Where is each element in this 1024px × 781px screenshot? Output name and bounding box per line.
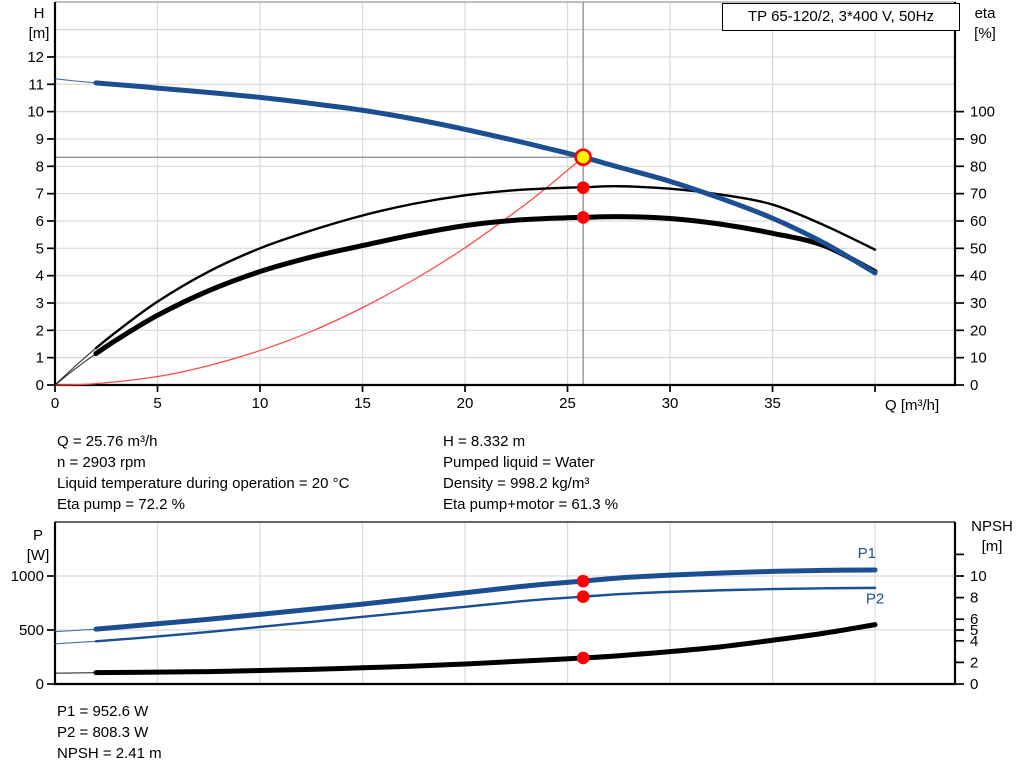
y-left-tick-label: 12 [27, 49, 44, 66]
eta-axis-label: eta [974, 5, 996, 22]
y-right-tick-label: 50 [970, 240, 987, 257]
y-left-tick-label: 9 [36, 131, 44, 148]
curve-npsh-leadin [54, 672, 97, 674]
info-line-head: H = 8.332 m [443, 433, 526, 450]
y-right-tick-label: 6 [970, 611, 978, 628]
y-right-tick-label: 5 [970, 622, 978, 639]
y-right-tick-label: 0 [970, 676, 978, 693]
curve-eta_pump [94, 185, 877, 350]
h-axis-unit: [m] [28, 25, 50, 42]
info-line-q: Q = 25.76 m³/h [57, 433, 158, 450]
y-left-tick-label: 0 [36, 676, 44, 693]
info-block-power: P1 = 952.6 W P2 = 808.3 W NPSH = 2.41 m [57, 701, 162, 764]
info-line-eta-pump: Eta pump = 72.2 % [57, 496, 185, 513]
y-left-tick-label: 4 [36, 268, 44, 285]
y-right-tick-label: 70 [970, 186, 987, 203]
y-right-tick-label: 30 [970, 295, 987, 312]
y-left-tick-label: 2 [36, 322, 44, 339]
y-right-tick-label: 4 [970, 633, 978, 650]
info-line-density: Density = 998.2 kg/m³ [443, 475, 590, 492]
p-axis-unit: [W] [26, 547, 50, 564]
info-line-pumped-liquid: Pumped liquid = Water [443, 454, 595, 471]
info-block-operating: Q = 25.76 m³/h n = 2903 rpm Liquid tempe… [57, 431, 349, 515]
x-axis-tick-label: 30 [662, 395, 679, 412]
y-right-tick-label: 20 [970, 322, 987, 339]
q-axis-title: Q [m³/h] [885, 397, 940, 414]
curve-p2-leadin [54, 640, 97, 645]
duty-value-dot [576, 590, 590, 604]
h-axis-title: H [m] [20, 4, 58, 44]
y-right-tick-label: 10 [970, 568, 987, 585]
curve-hq-leadin [54, 78, 97, 84]
y-right-tick-label: 90 [970, 131, 987, 148]
y-right-tick-label: 80 [970, 158, 987, 175]
x-axis-tick-label: 35 [764, 395, 781, 412]
duty-value-dot [576, 211, 590, 224]
x-axis-tick-label: 25 [559, 395, 576, 412]
y-left-tick-label: 500 [19, 622, 44, 639]
npsh-axis-unit: [m] [981, 538, 1003, 555]
y-right-tick-label: 100 [970, 104, 995, 121]
y-right-tick-label: 0 [970, 377, 978, 394]
duty-value-dot [576, 181, 590, 194]
duty-value-dot [576, 651, 590, 665]
info-line-p1: P1 = 952.6 W [57, 703, 149, 720]
duty-point-marker[interactable] [574, 148, 592, 167]
info-line-npsh: NPSH = 2.41 m [57, 745, 162, 762]
curve-label-P2: P2 [866, 591, 884, 608]
y-left-tick-label: 0 [36, 377, 44, 394]
y-right-tick-label: 8 [970, 590, 978, 607]
y-left-tick-label: 10 [27, 104, 44, 121]
curve-p1 [93, 567, 878, 632]
x-axis-tick-label: 10 [252, 395, 269, 412]
npsh-axis-label: NPSH [971, 518, 1013, 535]
y-left-tick-label: 11 [28, 76, 44, 93]
p-axis-title: P [W] [18, 526, 58, 566]
y-left-tick-label: 5 [36, 240, 44, 257]
y-right-tick-label: 10 [970, 350, 987, 367]
pump-title-box: TP 65-120/2, 3*400 V, 50Hz [722, 3, 960, 31]
duty-value-dot [576, 574, 590, 588]
y-left-tick-label: 6 [36, 213, 44, 230]
y-left-tick-label: 1 [36, 350, 44, 367]
curve-p1-leadin [54, 628, 97, 633]
curve-hq [93, 80, 878, 276]
x-axis-tick-label: 5 [153, 395, 161, 412]
curve-eta_pump_motor-leadin [54, 353, 97, 386]
y-left-tick-label: 7 [36, 186, 44, 203]
y-right-tick-label: 60 [970, 213, 987, 230]
y-right-tick-label: 2 [970, 654, 978, 671]
curve-label-P1: P1 [858, 545, 876, 562]
x-axis-tick-label: 20 [457, 395, 474, 412]
curve-p2 [94, 586, 877, 643]
y-left-tick-label: 1000 [11, 568, 44, 585]
npsh-axis-title: NPSH [m] [962, 517, 1022, 557]
y-left-tick-label: 8 [36, 158, 44, 175]
eta-axis-unit: [%] [974, 25, 996, 42]
x-axis-tick-label: 0 [51, 395, 59, 412]
eta-axis-title: eta [%] [963, 4, 1007, 44]
h-axis-label: H [33, 5, 45, 22]
p-axis-label: P [32, 527, 43, 544]
info-block-liquid: H = 8.332 m Pumped liquid = Water Densit… [443, 431, 618, 515]
info-line-speed: n = 2903 rpm [57, 454, 146, 471]
info-line-p2: P2 = 808.3 W [57, 724, 149, 741]
y-right-tick-label: 40 [970, 268, 987, 285]
x-axis-tick-label: 15 [354, 395, 371, 412]
info-line-eta-pump-motor: Eta pump+motor = 61.3 % [443, 496, 619, 513]
curve-eta_pump_motor [93, 214, 878, 357]
curve-system [54, 156, 584, 386]
y-left-tick-label: 3 [36, 295, 44, 312]
info-line-temperature: Liquid temperature during operation = 20… [57, 475, 350, 492]
curve-npsh [93, 622, 878, 676]
